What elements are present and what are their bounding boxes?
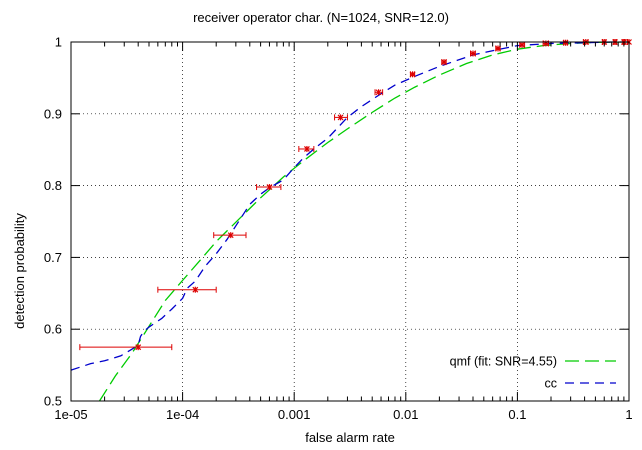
y-tick-label: 1 — [55, 35, 62, 50]
y-tick-label: 0.9 — [44, 106, 62, 121]
series-line-1 — [98, 41, 630, 402]
x-tick-label: 1e-05 — [54, 407, 87, 422]
measurement-point — [256, 184, 282, 191]
legend-label-2: cc — [545, 377, 558, 391]
measurement-point — [374, 89, 384, 96]
x-tick-label: 0.1 — [508, 407, 526, 422]
y-axis-label: detection probability — [12, 213, 27, 329]
measurement-point — [213, 232, 247, 239]
y-tick-label: 0.7 — [44, 250, 62, 265]
y-tick-label: 0.6 — [44, 322, 62, 337]
legend: qmf (fit: SNR=4.55) cc — [450, 355, 616, 391]
measurement-point — [470, 50, 476, 57]
measurement-point — [157, 286, 217, 293]
legend-label-1: qmf (fit: SNR=4.55) — [450, 355, 557, 369]
measurement-point — [562, 39, 569, 46]
x-tick-label: 0.01 — [393, 407, 418, 422]
x-tick-label: 0.001 — [278, 407, 311, 422]
measurement-point — [298, 145, 315, 152]
y-tick-label: 0.8 — [44, 178, 62, 193]
plot-frame — [70, 41, 630, 402]
measurement-point — [542, 40, 550, 47]
x-tick-label: 1e-04 — [166, 407, 199, 422]
chart-title: receiver operator char. (N=1024, SNR=12.… — [193, 10, 449, 25]
measurement-point — [441, 59, 447, 66]
x-axis-label: false alarm rate — [305, 430, 395, 445]
y-tick-label: 0.5 — [44, 394, 62, 409]
measurement-point — [334, 114, 348, 121]
series-line-2 — [70, 41, 629, 371]
measurement-point — [519, 41, 526, 48]
grid — [71, 42, 629, 401]
measurement-points — [79, 39, 632, 351]
x-tick-label: 1 — [625, 407, 632, 422]
measurement-point — [79, 344, 173, 351]
measurement-point — [409, 71, 416, 78]
axis-ticks: 1e-05 1e-04 0.001 0.01 0.1 1 0.5 0.6 0.7 0.8 0.9 1 — [44, 35, 633, 423]
